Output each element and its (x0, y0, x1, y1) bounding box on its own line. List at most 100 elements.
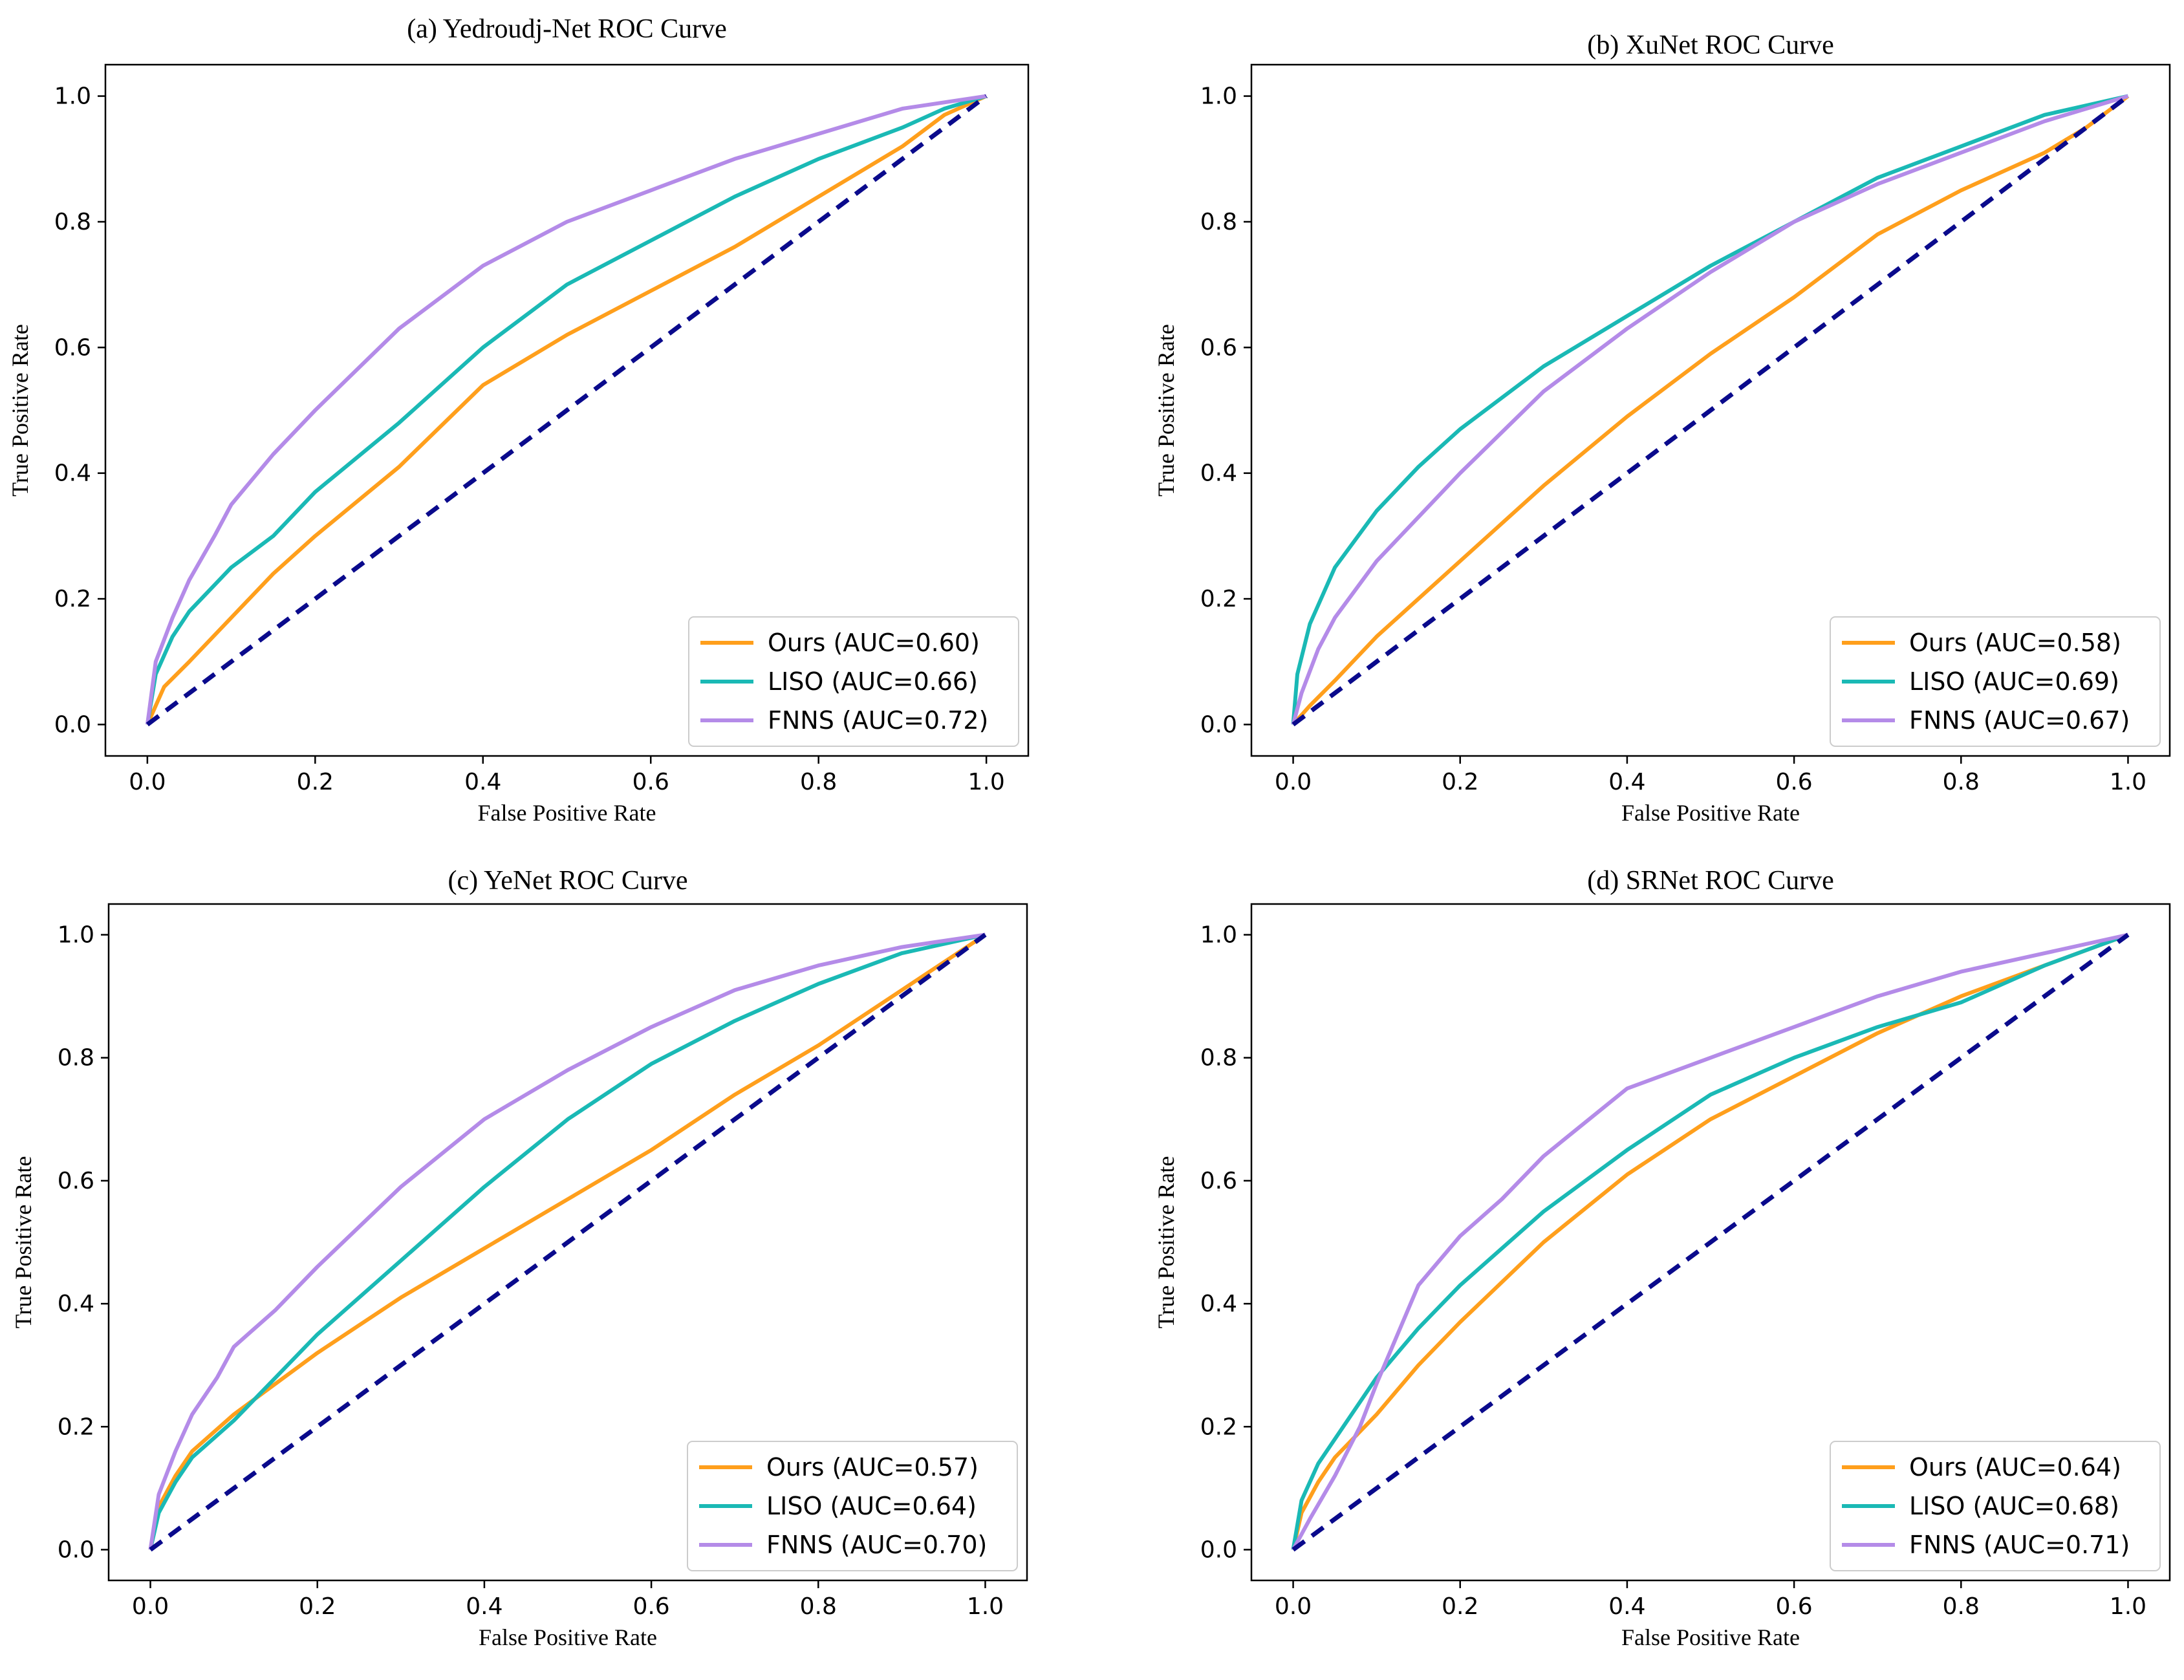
x-tick-label: 0.8 (1943, 1593, 1980, 1620)
series-line-fnns (148, 932, 986, 1550)
x-axis-label: False Positive Rate (478, 800, 656, 826)
y-tick-label: 0.4 (1200, 460, 1237, 487)
series-line-fnns (1291, 932, 2129, 1551)
y-tick-label: 0.6 (1200, 1168, 1237, 1194)
subplot-1: (b) XuNet ROC Curve 0.0 0.2 0.4 0.6 0.8 1.0 0.0… (1153, 30, 2171, 826)
y-tick-label: 0.0 (1200, 1536, 1237, 1563)
legend-label: Ours (AUC=0.57) (766, 1453, 978, 1481)
baseline-diagonal-line (146, 94, 988, 727)
chart-title: (c) YeNet ROC Curve (448, 866, 688, 896)
legend-label: LISO (AUC=0.68) (1909, 1492, 2119, 1520)
axes-frame (107, 903, 1028, 1582)
y-tick-label: 0.0 (58, 1536, 94, 1563)
x-tick-label: 0.6 (1775, 1593, 1812, 1620)
legend-label: LISO (AUC=0.64) (766, 1492, 977, 1520)
y-tick-label: 0.0 (1200, 711, 1237, 738)
chart-title: (b) XuNet ROC Curve (1587, 30, 1833, 60)
legend-box (1830, 616, 2161, 747)
legend-box (687, 1441, 1018, 1571)
y-tick-label: 0.6 (58, 1168, 94, 1194)
legend-label: Ours (AUC=0.58) (1909, 629, 2121, 657)
y-tick-label: 0.8 (54, 209, 91, 235)
x-tick-label: 0.8 (1943, 769, 1980, 795)
legend: Ours (AUC=0.57) LISO (AUC=0.64) FNNS (AUC=… (687, 1441, 1018, 1571)
baseline-diagonal-line (1292, 94, 2130, 727)
legend: Ours (AUC=0.64) LISO (AUC=0.68) FNNS (AUC=… (1830, 1441, 2161, 1571)
legend: Ours (AUC=0.58) LISO (AUC=0.69) FNNS (AUC=… (1830, 616, 2161, 747)
x-tick-label: 0.6 (632, 1593, 669, 1620)
y-tick-label: 0.2 (58, 1414, 94, 1440)
series-line-fnns (1291, 94, 2129, 726)
legend-label: FNNS (AUC=0.71) (1909, 1531, 2130, 1559)
y-tick-label: 0.2 (1200, 586, 1237, 612)
x-tick-label: 0.4 (466, 1593, 503, 1620)
subplot-2: (c) YeNet ROC Curve 0.0 0.2 0.4 0.6 0.8 1.0 0.0… (10, 866, 1028, 1650)
x-tick-label: 0.0 (1275, 1593, 1312, 1620)
y-tick-label: 0.4 (58, 1291, 94, 1317)
axes-frame (1250, 903, 2171, 1582)
baseline-diagonal-line (149, 932, 987, 1552)
x-tick-label: 0.2 (299, 1593, 336, 1620)
legend-box (1830, 1441, 2161, 1571)
x-tick-label: 0.6 (632, 769, 669, 795)
x-tick-label: 1.0 (2110, 1593, 2146, 1620)
subplot-0: (a) Yedroudj-Net ROC Curve 0.0 0.2 0.4 0.6 0.… (7, 14, 1030, 826)
legend-label: LISO (AUC=0.66) (768, 667, 978, 696)
series-line-liso (1291, 94, 2129, 725)
series-line-ours (148, 932, 987, 1551)
legend-label: FNNS (AUC=0.67) (1909, 706, 2130, 735)
y-tick-label: 0.4 (1200, 1291, 1237, 1317)
subplot-3: (d) SRNet ROC Curve 0.0 0.2 0.4 0.6 0.8 1.0 0.0… (1153, 866, 2171, 1650)
x-tick-label: 0.0 (132, 1593, 169, 1620)
y-tick-label: 0.6 (54, 334, 91, 361)
legend-label: Ours (AUC=0.64) (1909, 1453, 2121, 1481)
y-axis-label: True Positive Rate (1153, 324, 1179, 497)
x-tick-label: 1.0 (968, 769, 1005, 795)
y-tick-label: 0.4 (54, 460, 91, 487)
y-tick-label: 0.8 (1200, 209, 1237, 235)
x-tick-label: 0.8 (800, 1593, 837, 1620)
x-tick-label: 1.0 (2110, 769, 2146, 795)
legend-label: FNNS (AUC=0.70) (766, 1531, 987, 1559)
x-tick-label: 0.0 (129, 769, 166, 795)
y-tick-label: 1.0 (58, 922, 94, 949)
x-tick-label: 0.4 (1608, 1593, 1645, 1620)
y-tick-label: 1.0 (1200, 83, 1237, 110)
x-tick-label: 0.8 (800, 769, 837, 795)
x-tick-label: 0.2 (297, 769, 334, 795)
x-axis-label: False Positive Rate (1621, 800, 1800, 826)
x-axis-label: False Positive Rate (479, 1624, 657, 1650)
axes-frame (1250, 63, 2171, 757)
y-tick-label: 1.0 (1200, 922, 1237, 949)
y-tick-label: 0.0 (54, 711, 91, 738)
x-axis-label: False Positive Rate (1621, 1624, 1800, 1650)
legend: Ours (AUC=0.60) LISO (AUC=0.66) FNNS (AUC=… (688, 616, 1019, 747)
series-line-liso (1291, 932, 2129, 1551)
series-line-liso (148, 932, 986, 1551)
series-line-fnns (145, 94, 987, 725)
x-tick-label: 0.2 (1442, 1593, 1478, 1620)
y-tick-label: 1.0 (54, 83, 91, 110)
axes-frame (104, 63, 1030, 757)
x-tick-label: 1.0 (967, 1593, 1004, 1620)
chart-title: (d) SRNet ROC Curve (1587, 866, 1834, 896)
x-tick-label: 0.4 (464, 769, 501, 795)
x-tick-label: 0.6 (1775, 769, 1812, 795)
y-axis-label: True Positive Rate (10, 1156, 36, 1329)
x-tick-label: 0.4 (1608, 769, 1645, 795)
y-axis-label: True Positive Rate (7, 324, 33, 497)
y-tick-label: 0.2 (54, 586, 91, 612)
y-tick-label: 0.2 (1200, 1414, 1237, 1440)
y-tick-label: 0.8 (1200, 1045, 1237, 1072)
chart-title: (a) Yedroudj-Net ROC Curve (407, 14, 727, 44)
legend-box (688, 616, 1019, 747)
legend-label: LISO (AUC=0.69) (1909, 667, 2119, 696)
legend-label: FNNS (AUC=0.72) (768, 706, 988, 735)
x-tick-label: 0.0 (1275, 769, 1312, 795)
y-tick-label: 0.8 (58, 1045, 94, 1072)
series-line-ours (1292, 94, 2130, 726)
series-line-ours (146, 94, 988, 726)
legend-label: Ours (AUC=0.60) (768, 629, 980, 657)
series-line-liso (145, 94, 987, 725)
